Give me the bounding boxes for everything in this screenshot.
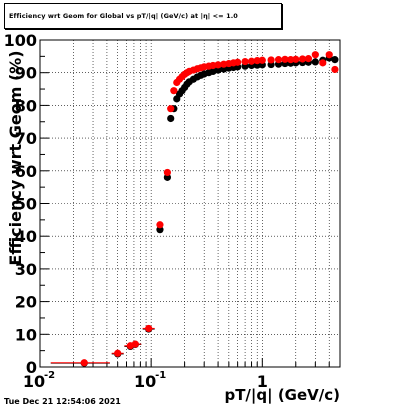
data-point [214,61,222,69]
x-tick-base: 10 [134,372,156,391]
x-tick-label: 10-2 [23,370,55,391]
data-point [247,57,256,65]
chart-title: Efficiency wrt Geom for Global vs pT/|q|… [9,12,238,20]
y-tick-label: 40 [15,227,37,246]
data-point [163,168,171,177]
data-point [311,51,319,59]
data-point [167,114,175,123]
timestamp: Tue Dec 21 12:54:06 2021 [4,397,121,406]
y-tick-label: 80 [15,96,37,115]
data-point [331,56,339,64]
y-tick-label: 90 [15,64,37,83]
x-axis-label: pT/|q| (GeV/c) [224,386,340,405]
data-point [241,57,249,66]
data-point [214,66,222,74]
y-tick-label: 70 [15,129,37,148]
y-axis-label: Efficiency wrt Geom (%) [6,50,25,265]
y-tick-label: 50 [15,195,37,214]
y-tick-label: 30 [15,260,37,279]
data-point [80,359,88,367]
data-point [274,56,283,64]
data-point [287,56,295,64]
series-red [50,51,339,367]
data-point [170,87,178,95]
y-tick-label: 60 [15,162,37,181]
data-point [311,58,319,66]
data-point [325,51,333,59]
data-point [292,55,300,63]
data-point [234,58,242,66]
data-point [131,340,139,348]
title-box: Efficiency wrt Geom for Global vs pT/|q|… [4,3,282,29]
data-point [156,221,164,229]
x-tick-exponent: -2 [44,370,55,381]
data-point [267,56,275,64]
data-point [281,55,289,63]
data-point [167,105,175,113]
series-layer [50,51,339,367]
data-point [114,349,122,357]
x-tick-base: 10 [23,372,45,391]
data-point [319,59,327,67]
x-tick-exponent: -1 [155,370,166,381]
y-tick-label: 100 [4,31,37,50]
data-point [258,56,266,64]
y-tick-label: 20 [15,293,37,312]
y-tick-label: 10 [15,325,37,344]
x-tick-label: 1 [257,372,268,391]
data-point [331,65,339,74]
x-tick-base: 1 [257,372,268,391]
data-point [145,324,153,333]
y-tick-label: 0 [26,358,37,377]
data-point [253,57,261,65]
grid-layer [40,40,341,367]
x-tick-label: 10-1 [134,370,166,391]
data-point [304,55,313,63]
data-point [298,55,307,63]
